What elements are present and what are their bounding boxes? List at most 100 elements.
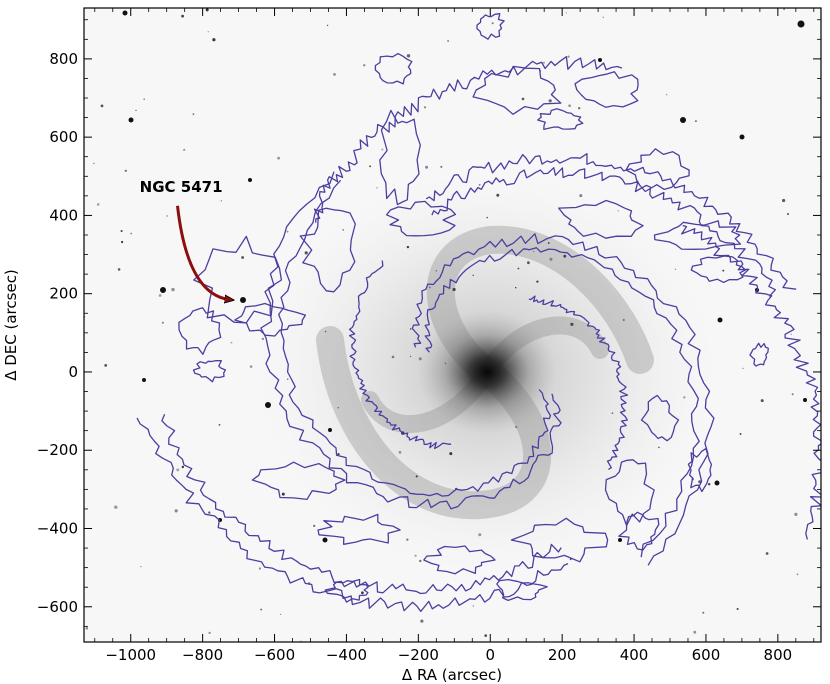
contour-knot <box>472 65 562 115</box>
ngc5471-annotation: NGC 5471 <box>140 178 230 300</box>
contour-knot <box>640 394 680 442</box>
star <box>617 210 619 212</box>
star <box>739 433 742 435</box>
star <box>491 22 494 25</box>
star <box>444 362 447 365</box>
y-axis-ticks: 800 600 400 200 0 −200 −400 −600 <box>37 19 821 627</box>
star <box>208 511 211 514</box>
field-stars <box>84 8 807 642</box>
star <box>192 113 195 115</box>
star <box>440 165 443 168</box>
x-axis-ticks: −1000 −800 −600 −400 −200 0 200 400 600 800 <box>94 8 815 664</box>
star <box>117 268 121 271</box>
contour-knot <box>690 255 746 284</box>
plot-area <box>83 7 822 643</box>
star <box>166 215 168 217</box>
contour-knot <box>537 108 584 131</box>
star <box>230 341 233 344</box>
star <box>536 280 539 283</box>
star <box>790 333 792 335</box>
contour-knot <box>379 109 421 206</box>
star <box>578 107 581 110</box>
y-tick-label: 600 <box>49 128 78 146</box>
plot-frame <box>83 7 822 643</box>
star <box>100 104 104 108</box>
y-tick-label: 800 <box>49 50 78 68</box>
star <box>796 573 799 576</box>
star <box>249 365 253 368</box>
contour-knot <box>749 342 769 367</box>
contour-knot <box>653 220 742 250</box>
star <box>391 355 395 359</box>
star <box>698 480 701 484</box>
star <box>680 117 686 123</box>
star <box>93 162 95 165</box>
star <box>304 251 308 255</box>
galaxy-bulge <box>417 310 557 434</box>
star <box>496 193 500 197</box>
star <box>176 468 180 472</box>
ngc5471-label: NGC 5471 <box>140 178 223 196</box>
star <box>533 250 535 253</box>
star <box>579 194 583 198</box>
contour-line <box>425 153 797 290</box>
star <box>602 16 604 18</box>
star <box>410 355 412 357</box>
star <box>618 538 622 542</box>
star <box>786 212 790 216</box>
x-tick-label: −200 <box>398 646 439 664</box>
star <box>280 613 282 616</box>
star <box>409 328 412 330</box>
star <box>261 337 265 341</box>
contour-knot <box>496 578 548 602</box>
star <box>326 24 329 27</box>
x-tick-label: 400 <box>620 646 649 664</box>
star <box>714 480 720 486</box>
contour-knot <box>687 447 713 493</box>
star <box>333 73 336 76</box>
contour-knot <box>178 307 222 355</box>
contour-line <box>348 260 452 450</box>
star <box>418 357 422 361</box>
star <box>398 450 402 454</box>
contour-knot <box>234 302 307 337</box>
contour-knot <box>618 511 660 551</box>
star <box>205 8 209 12</box>
star <box>265 402 271 408</box>
contour-knot <box>193 235 283 324</box>
star <box>406 538 409 541</box>
star <box>783 8 785 11</box>
star <box>140 565 142 568</box>
star <box>565 12 567 14</box>
star <box>337 407 339 409</box>
x-tick-label: −1000 <box>105 646 156 664</box>
contour-knot <box>317 513 401 545</box>
star <box>567 55 570 58</box>
star <box>708 483 711 486</box>
star <box>547 242 550 244</box>
star <box>449 452 453 456</box>
contour-line <box>528 295 629 470</box>
star <box>171 287 175 292</box>
x-tick-label: 200 <box>548 646 577 664</box>
star <box>797 20 805 28</box>
y-tick-label: −600 <box>37 598 78 616</box>
star <box>782 198 786 203</box>
star <box>241 256 245 259</box>
y-tick-label: 0 <box>68 363 78 381</box>
star <box>361 591 364 595</box>
star <box>517 267 520 270</box>
y-tick-label: 200 <box>49 285 78 303</box>
star <box>260 608 263 611</box>
x-tick-label: 600 <box>692 646 721 664</box>
contour-knot <box>374 52 413 85</box>
contour-line <box>424 247 700 558</box>
star <box>423 106 427 109</box>
star <box>420 619 424 623</box>
star <box>96 203 100 206</box>
contour-line <box>136 417 569 613</box>
star <box>207 31 209 33</box>
hi-contours <box>136 13 821 613</box>
contour-line <box>260 171 562 510</box>
